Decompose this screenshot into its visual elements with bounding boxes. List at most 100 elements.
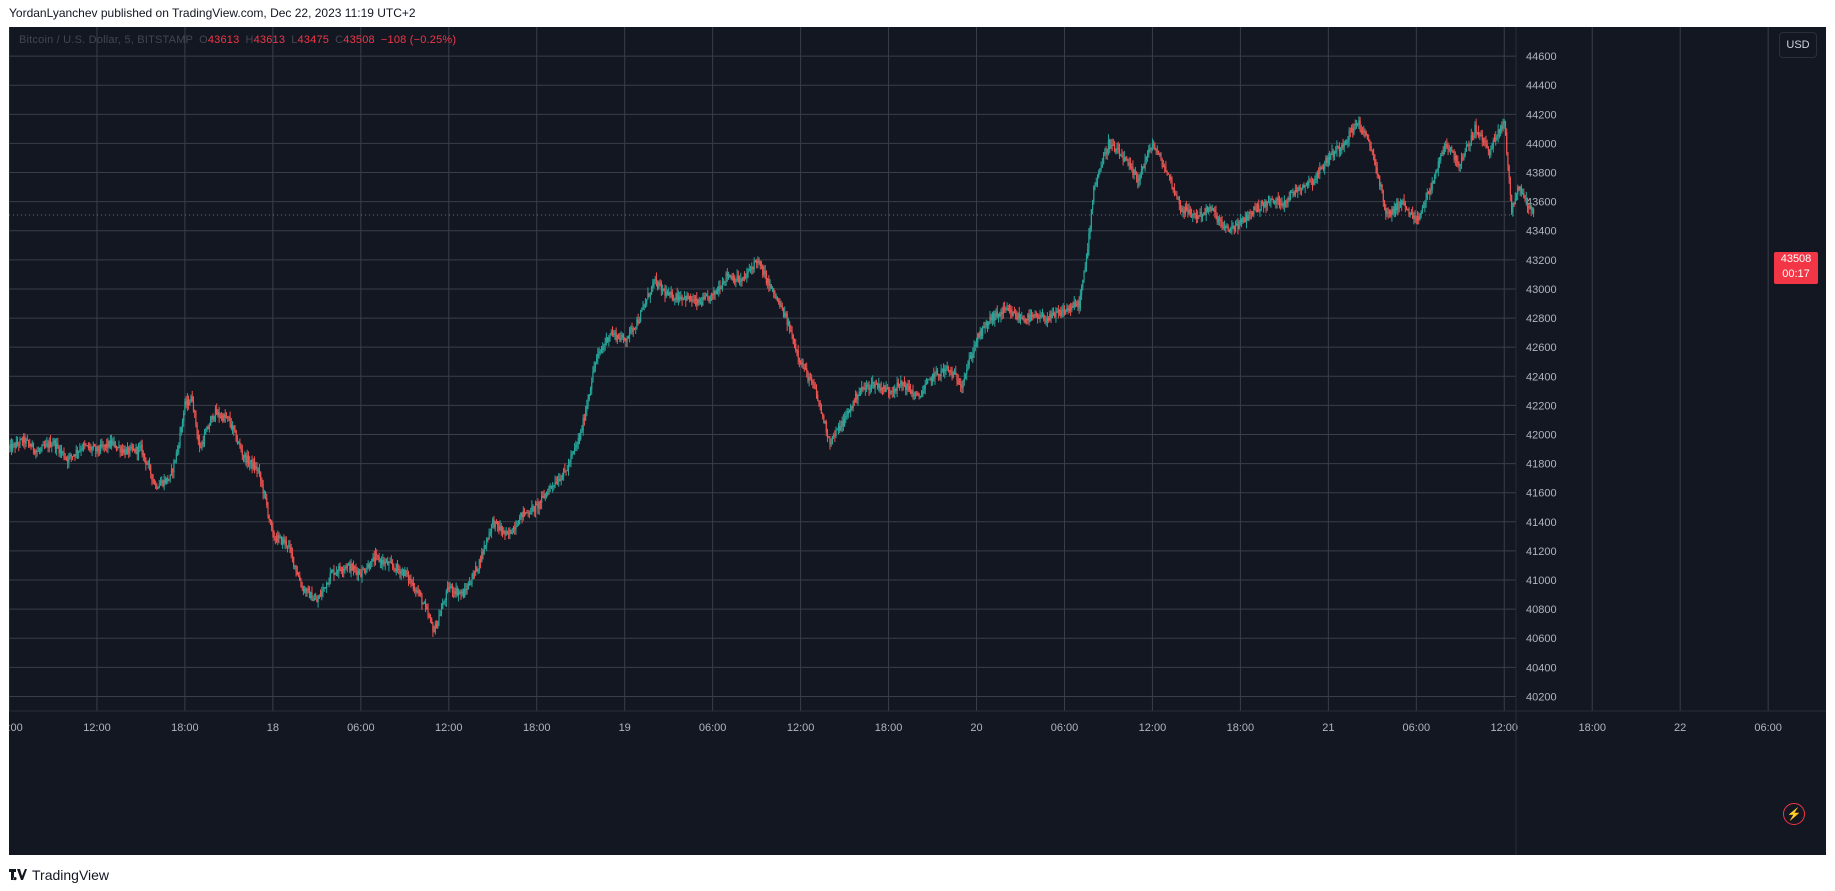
candle-body <box>1285 200 1287 202</box>
candle-body <box>506 531 509 534</box>
candle-body <box>319 595 322 597</box>
candle-body <box>519 516 521 525</box>
candle-body <box>118 446 120 448</box>
candle-body <box>957 380 959 384</box>
x-tick-label: 18:00 <box>523 722 551 734</box>
candle-body <box>488 533 490 540</box>
candle-body <box>161 480 163 484</box>
candle-body <box>1526 198 1529 208</box>
x-tick-label: 18:00 <box>875 722 903 734</box>
candle-body <box>759 261 761 267</box>
candle-body <box>185 401 187 405</box>
x-tick-label: 06:00 <box>1754 722 1782 734</box>
candle-body <box>31 443 33 448</box>
candle-body <box>1204 212 1206 215</box>
candle-body <box>473 572 476 574</box>
candle-body <box>831 436 833 444</box>
candle-body <box>1230 228 1232 232</box>
candle-body <box>552 486 554 488</box>
candle-body <box>142 453 144 456</box>
candle-body <box>393 566 395 569</box>
candle-body <box>1216 215 1218 223</box>
candle-body <box>708 297 710 302</box>
candle-body <box>338 566 340 573</box>
candle-body <box>1298 187 1300 189</box>
candle-body <box>81 448 83 450</box>
candle-body <box>1507 152 1509 166</box>
candle-body <box>1325 157 1327 166</box>
candle-body <box>1133 170 1135 175</box>
candle-body <box>1007 308 1009 312</box>
candle-body <box>260 472 262 481</box>
candle-body <box>923 389 925 392</box>
candle-body <box>624 337 626 341</box>
candle-body <box>440 608 443 615</box>
price-chart[interactable]: 40200 40400 40600 40800 41000 41200 41400 41600… <box>9 27 1826 855</box>
candle-body <box>786 313 788 325</box>
candle-body <box>1129 162 1132 168</box>
chart-panel[interactable]: 40200 40400 40600 40800 41000 41200 41400 41600… <box>9 27 1826 855</box>
candle-body <box>999 313 1001 316</box>
candle-body <box>1027 314 1029 321</box>
candle-body <box>1399 202 1402 208</box>
candle-body <box>1201 214 1204 217</box>
candle-body <box>178 445 180 450</box>
x-tick-label: 18:00 <box>171 722 199 734</box>
candle-body <box>951 371 953 378</box>
candle-body <box>812 381 814 384</box>
candle-body <box>418 592 421 594</box>
candle-body <box>1463 155 1465 160</box>
candle-body <box>423 602 425 604</box>
candle-body <box>285 540 287 546</box>
candle-body <box>517 524 520 526</box>
candle-body <box>492 519 494 525</box>
candle-body <box>532 506 534 508</box>
candle-body <box>798 358 800 362</box>
candle-body <box>675 293 677 299</box>
candle-body <box>1055 312 1057 317</box>
candle-body <box>1335 151 1337 153</box>
last-price-badge: 43508 00:17 <box>1774 252 1818 284</box>
candle-body <box>1508 165 1510 178</box>
candle-body <box>45 444 47 447</box>
candle-body <box>322 588 324 592</box>
candle-body <box>870 383 873 388</box>
ohlc-legend: Bitcoin / U.S. Dollar, 5, BITSTAMP O4361… <box>19 34 456 46</box>
candle-body <box>202 442 204 445</box>
candle-body <box>103 444 105 447</box>
candle-body <box>878 383 880 388</box>
candle-body <box>1353 123 1355 134</box>
lightning-icon[interactable]: ⚡ <box>1783 803 1805 825</box>
candle-body <box>1264 201 1266 208</box>
candle-body <box>438 615 440 622</box>
candle-body <box>1295 189 1298 192</box>
candle-body <box>1291 192 1293 194</box>
candle-body <box>233 425 235 430</box>
candle-body <box>591 382 593 390</box>
candle-body <box>341 570 344 572</box>
candle-body <box>986 322 989 326</box>
candle-body <box>1144 160 1146 168</box>
candle-body <box>1467 144 1469 147</box>
candle-body <box>1033 316 1035 318</box>
candle-body <box>413 589 416 591</box>
last-price-value: 43508 <box>1780 253 1812 265</box>
candle-body <box>854 393 857 403</box>
candle-body <box>239 442 241 447</box>
y-tick-label: 43800 <box>1526 168 1557 180</box>
candle-body <box>886 387 888 389</box>
candle-body <box>1061 311 1063 317</box>
candle-body <box>41 445 43 449</box>
candle-body <box>122 449 124 454</box>
y-tick-label: 41400 <box>1526 517 1557 529</box>
candle-body <box>527 512 529 515</box>
candle-body <box>521 512 523 518</box>
candle-body <box>15 441 17 448</box>
currency-button[interactable]: USD <box>1779 32 1817 58</box>
candle-body <box>636 319 638 328</box>
candle-body <box>933 373 935 379</box>
candle-body <box>223 414 225 422</box>
candle-body <box>828 436 830 438</box>
candle-body <box>561 475 563 480</box>
candle-body <box>1470 135 1472 145</box>
